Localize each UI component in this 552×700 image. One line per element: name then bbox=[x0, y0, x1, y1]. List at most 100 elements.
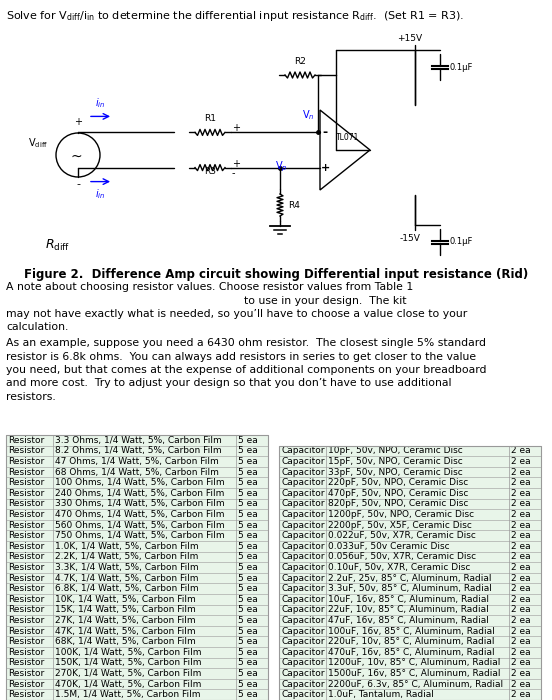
Text: Capacitor: Capacitor bbox=[281, 468, 325, 477]
Text: Capacitor: Capacitor bbox=[281, 626, 325, 636]
Text: 2 ea: 2 ea bbox=[511, 648, 530, 657]
Text: 5 ea: 5 ea bbox=[238, 468, 258, 477]
Text: 2200pF, 50v, X5F, Ceramic Disc: 2200pF, 50v, X5F, Ceramic Disc bbox=[328, 521, 472, 530]
Text: 5 ea: 5 ea bbox=[238, 616, 258, 625]
Text: 1.5M, 1/4 Watt, 5%, Carbon Film: 1.5M, 1/4 Watt, 5%, Carbon Film bbox=[55, 690, 200, 699]
Text: V$_p$: V$_p$ bbox=[275, 160, 288, 174]
Text: 2 ea: 2 ea bbox=[511, 669, 530, 678]
Text: 2 ea: 2 ea bbox=[511, 457, 530, 466]
Text: 5 ea: 5 ea bbox=[238, 436, 258, 445]
Text: Figure 2.  Difference Amp circuit showing Differential input resistance (Rid): Figure 2. Difference Amp circuit showing… bbox=[24, 268, 528, 281]
Text: 10uF, 16v, 85° C, Aluminum, Radial: 10uF, 16v, 85° C, Aluminum, Radial bbox=[328, 595, 489, 604]
Text: 470K, 1/4 Watt, 5%, Carbon Film: 470K, 1/4 Watt, 5%, Carbon Film bbox=[55, 680, 201, 689]
Text: 2 ea: 2 ea bbox=[511, 616, 530, 625]
Text: Capacitor: Capacitor bbox=[281, 457, 325, 466]
Text: Capacitor: Capacitor bbox=[281, 616, 325, 625]
Text: 2 ea: 2 ea bbox=[511, 478, 530, 487]
Text: Capacitor: Capacitor bbox=[281, 659, 325, 667]
Text: Capacitor: Capacitor bbox=[281, 573, 325, 582]
Text: TL071: TL071 bbox=[336, 134, 360, 143]
Text: +15V: +15V bbox=[397, 34, 423, 43]
Text: 6.8K, 1/4 Watt, 5%, Carbon Film: 6.8K, 1/4 Watt, 5%, Carbon Film bbox=[55, 584, 199, 593]
Text: 5 ea: 5 ea bbox=[238, 606, 258, 615]
Text: 5 ea: 5 ea bbox=[238, 510, 258, 519]
Text: Resistor: Resistor bbox=[8, 648, 44, 657]
Text: 5 ea: 5 ea bbox=[238, 659, 258, 667]
Text: +: + bbox=[74, 117, 82, 127]
Text: 5 ea: 5 ea bbox=[238, 499, 258, 508]
Text: R4: R4 bbox=[288, 200, 300, 209]
Text: 5 ea: 5 ea bbox=[238, 584, 258, 593]
Text: 2 ea: 2 ea bbox=[511, 690, 530, 699]
Text: resistor is 6.8k ohms.  You can always add resistors in series to get closer to : resistor is 6.8k ohms. You can always ad… bbox=[6, 351, 476, 361]
Text: 5 ea: 5 ea bbox=[238, 648, 258, 657]
Text: Capacitor: Capacitor bbox=[281, 521, 325, 530]
Text: Capacitor: Capacitor bbox=[281, 542, 325, 551]
Text: 2 ea: 2 ea bbox=[511, 595, 530, 604]
Text: and more cost.  Try to adjust your design so that you don’t have to use addition: and more cost. Try to adjust your design… bbox=[6, 379, 452, 389]
Text: 10pF, 50v, NPO, Ceramic Disc: 10pF, 50v, NPO, Ceramic Disc bbox=[328, 447, 463, 456]
Text: Resistor: Resistor bbox=[8, 468, 44, 477]
Text: 2.2K, 1/4 Watt, 5%, Carbon Film: 2.2K, 1/4 Watt, 5%, Carbon Film bbox=[55, 552, 198, 561]
Text: +: + bbox=[320, 162, 330, 173]
Text: 330 Ohms, 1/4 Watt, 5%, Carbon Film: 330 Ohms, 1/4 Watt, 5%, Carbon Film bbox=[55, 499, 225, 508]
Text: R1: R1 bbox=[204, 114, 216, 123]
Text: 33pF, 50v, NPO, Ceramic Disc: 33pF, 50v, NPO, Ceramic Disc bbox=[328, 468, 463, 477]
Text: Capacitor: Capacitor bbox=[281, 584, 325, 593]
Text: 3.3 Ohms, 1/4 Watt, 5%, Carbon Film: 3.3 Ohms, 1/4 Watt, 5%, Carbon Film bbox=[55, 436, 222, 445]
Text: 5 ea: 5 ea bbox=[238, 489, 258, 498]
Text: 2200uF, 6.3v, 85° C, Aluminum, Radial: 2200uF, 6.3v, 85° C, Aluminum, Radial bbox=[328, 680, 503, 689]
Text: $R_{\rm diff}$: $R_{\rm diff}$ bbox=[45, 238, 70, 253]
Text: 2 ea: 2 ea bbox=[511, 659, 530, 667]
Text: 2 ea: 2 ea bbox=[511, 680, 530, 689]
Text: R3: R3 bbox=[204, 167, 216, 176]
Text: 5 ea: 5 ea bbox=[238, 478, 258, 487]
Text: 5 ea: 5 ea bbox=[238, 552, 258, 561]
Text: 2 ea: 2 ea bbox=[511, 489, 530, 498]
Text: ~: ~ bbox=[70, 150, 82, 164]
Text: 820pF, 50v, NPO, Ceramic Disc: 820pF, 50v, NPO, Ceramic Disc bbox=[328, 499, 469, 508]
Text: 2 ea: 2 ea bbox=[511, 573, 530, 582]
Text: 470uF, 16v, 85° C, Aluminum, Radial: 470uF, 16v, 85° C, Aluminum, Radial bbox=[328, 648, 495, 657]
Text: 5 ea: 5 ea bbox=[238, 669, 258, 678]
Text: 2 ea: 2 ea bbox=[511, 542, 530, 551]
Text: Resistor: Resistor bbox=[8, 606, 44, 615]
Text: 2 ea: 2 ea bbox=[511, 584, 530, 593]
Text: Resistor: Resistor bbox=[8, 510, 44, 519]
Text: 100K, 1/4 Watt, 5%, Carbon Film: 100K, 1/4 Watt, 5%, Carbon Film bbox=[55, 648, 201, 657]
Text: Capacitor: Capacitor bbox=[281, 690, 325, 699]
Text: Capacitor: Capacitor bbox=[281, 669, 325, 678]
Text: 0.056uF, 50v, X7R, Ceramic Disc: 0.056uF, 50v, X7R, Ceramic Disc bbox=[328, 552, 476, 561]
Text: 5 ea: 5 ea bbox=[238, 447, 258, 456]
Text: 3.3K, 1/4 Watt, 5%, Carbon Film: 3.3K, 1/4 Watt, 5%, Carbon Film bbox=[55, 563, 199, 572]
Text: 4.7K, 1/4 Watt, 5%, Carbon Film: 4.7K, 1/4 Watt, 5%, Carbon Film bbox=[55, 573, 199, 582]
Text: 220uF, 10v, 85° C, Aluminum, Radial: 220uF, 10v, 85° C, Aluminum, Radial bbox=[328, 637, 495, 646]
Text: Resistor: Resistor bbox=[8, 669, 44, 678]
Text: R2: R2 bbox=[294, 57, 306, 66]
Text: Capacitor: Capacitor bbox=[281, 606, 325, 615]
Text: Capacitor: Capacitor bbox=[281, 499, 325, 508]
Text: Capacitor: Capacitor bbox=[281, 531, 325, 540]
Text: Capacitor: Capacitor bbox=[281, 648, 325, 657]
Text: 1.0uF, Tantalum, Radial: 1.0uF, Tantalum, Radial bbox=[328, 690, 434, 699]
Text: Resistor: Resistor bbox=[8, 595, 44, 604]
Text: Solve for V$_{\rm diff}$/i$_{\rm in}$ to determine the differential input resist: Solve for V$_{\rm diff}$/i$_{\rm in}$ to… bbox=[6, 9, 464, 23]
Text: +: + bbox=[232, 159, 240, 169]
Text: 5 ea: 5 ea bbox=[238, 626, 258, 636]
Text: 1500uF, 16v, 85° C, Aluminum, Radial: 1500uF, 16v, 85° C, Aluminum, Radial bbox=[328, 669, 501, 678]
Text: 2 ea: 2 ea bbox=[511, 510, 530, 519]
Text: 68 Ohms, 1/4 Watt, 5%, Carbon Film: 68 Ohms, 1/4 Watt, 5%, Carbon Film bbox=[55, 468, 219, 477]
Text: 5 ea: 5 ea bbox=[238, 595, 258, 604]
Text: 47 Ohms, 1/4 Watt, 5%, Carbon Film: 47 Ohms, 1/4 Watt, 5%, Carbon Film bbox=[55, 457, 219, 466]
Text: 5 ea: 5 ea bbox=[238, 531, 258, 540]
Text: Resistor: Resistor bbox=[8, 584, 44, 593]
Text: 0.1μF: 0.1μF bbox=[450, 62, 474, 71]
Text: Capacitor: Capacitor bbox=[281, 447, 325, 456]
Text: Resistor: Resistor bbox=[8, 659, 44, 667]
Text: 2 ea: 2 ea bbox=[511, 531, 530, 540]
Text: Resistor: Resistor bbox=[8, 637, 44, 646]
Text: 2 ea: 2 ea bbox=[511, 637, 530, 646]
Text: 470 Ohms, 1/4 Watt, 5%, Carbon Film: 470 Ohms, 1/4 Watt, 5%, Carbon Film bbox=[55, 510, 225, 519]
Text: -: - bbox=[322, 126, 327, 139]
Text: $i_{in}$: $i_{in}$ bbox=[95, 188, 105, 202]
